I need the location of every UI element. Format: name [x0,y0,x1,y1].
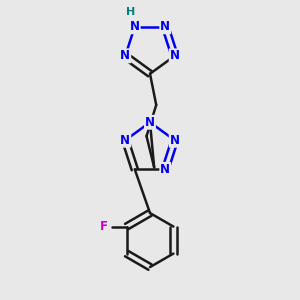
Text: N: N [170,49,180,62]
Text: N: N [170,134,180,147]
Text: N: N [120,134,130,147]
Text: F: F [100,220,108,233]
Text: H: H [126,7,135,17]
Text: N: N [130,20,140,33]
Text: N: N [160,163,170,176]
Text: N: N [160,20,170,33]
Text: N: N [120,49,130,62]
Text: N: N [145,116,155,129]
